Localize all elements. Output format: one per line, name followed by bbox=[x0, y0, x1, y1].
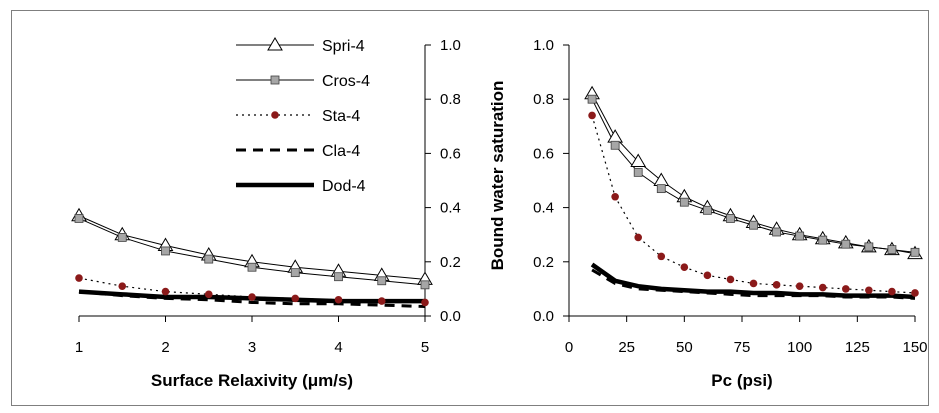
chart2-point-Cros-4 bbox=[656, 184, 666, 194]
chart2-x-tick-label: 75 bbox=[734, 339, 751, 356]
chart2-point-Sta-4 bbox=[726, 275, 735, 284]
chart1-x-tick-label: 1 bbox=[75, 339, 83, 356]
legend-label-Cros-4: Cros-4 bbox=[322, 73, 370, 90]
chart1-point-Sta-4 bbox=[377, 297, 386, 305]
chart1-point-Cros-4 bbox=[334, 272, 343, 282]
chart2-point-Cros-4 bbox=[772, 227, 781, 237]
chart1-series-markers-Sta-4 bbox=[75, 274, 429, 307]
chart2-point-Sta-4 bbox=[611, 192, 619, 201]
chart1-point-Sta-4 bbox=[334, 295, 343, 304]
legend-label-Sta-4: Sta-4 bbox=[322, 108, 360, 125]
chart2-point-Cros-4 bbox=[818, 235, 828, 245]
chart2-point-Cros-4 bbox=[633, 167, 643, 177]
chart2-y-tick-label: 0.8 bbox=[533, 91, 554, 108]
chart2-point-Cros-4 bbox=[864, 242, 874, 252]
chart1-y-tick-label: 0.8 bbox=[440, 91, 461, 108]
chart1-point-Sta-4 bbox=[421, 298, 429, 307]
chart2-x-axis-label: Pc (psi) bbox=[711, 371, 772, 390]
chart1-point-Cros-4 bbox=[117, 233, 127, 242]
chart2-point-Spri-4 bbox=[653, 172, 670, 186]
chart2-point-Sta-4 bbox=[680, 263, 689, 272]
chart1-point-Cros-4 bbox=[247, 262, 257, 272]
chart2-series-line-Dod-4 bbox=[590, 262, 916, 300]
chart1-y-tick-label: 1.0 bbox=[440, 37, 461, 54]
chart1-x-tick-label: 4 bbox=[334, 339, 342, 356]
chart1-point-Cros-4 bbox=[161, 246, 170, 256]
chart2-x-tick-label: 50 bbox=[676, 339, 693, 356]
chart1-point-Cros-4 bbox=[204, 254, 214, 264]
chart2-point-Cros-4 bbox=[841, 239, 851, 249]
chart2-x-tick-label: 100 bbox=[787, 339, 812, 356]
chart2-point-Cros-4 bbox=[910, 247, 920, 257]
chart2-point-Sta-4 bbox=[657, 252, 666, 261]
chart2-point-Sta-4 bbox=[588, 111, 596, 120]
chart1-y-tick-label: 0.4 bbox=[440, 200, 461, 217]
chart2-point-Sta-4 bbox=[772, 281, 781, 289]
chart2-series-line-Sta-4 bbox=[591, 115, 916, 294]
chart1-x-tick-label: 3 bbox=[248, 339, 256, 356]
chart2-point-Cros-4 bbox=[587, 94, 597, 104]
chart2-y-tick-label: 0.4 bbox=[533, 200, 554, 217]
chart2-point-Sta-4 bbox=[888, 287, 896, 296]
legend-label-Dod-4: Dod-4 bbox=[322, 178, 366, 195]
chart2-point-Sta-4 bbox=[795, 282, 804, 290]
chart2-point-Cros-4 bbox=[610, 140, 620, 150]
chart1-point-Sta-4 bbox=[204, 290, 213, 299]
chart1-point-Cros-4 bbox=[377, 276, 387, 286]
chart2-y-axis-label: Bound water saturation bbox=[488, 81, 507, 271]
chart1-point-Sta-4 bbox=[75, 274, 83, 282]
chart1-x-axis-label: Surface Relaxivity (μm/s) bbox=[151, 371, 353, 390]
chart2-point-Sta-4 bbox=[842, 285, 850, 293]
chart2-point-Sta-4 bbox=[911, 289, 919, 297]
chart2-point-Sta-4 bbox=[749, 279, 758, 288]
chart2-point-Sta-4 bbox=[865, 286, 873, 295]
chart2-point-Spri-4 bbox=[630, 153, 647, 168]
chart1-series-markers-Spri-4 bbox=[71, 207, 433, 285]
chart2-point-Cros-4 bbox=[795, 231, 805, 241]
chart2-point-Sta-4 bbox=[703, 271, 712, 280]
chart2-x-tick-label: 150 bbox=[902, 339, 927, 356]
chart2-x-tick-label: 0 bbox=[565, 339, 573, 356]
chart2-y-tick-label: 1.0 bbox=[533, 37, 554, 54]
chart2-series-markers-Cros-4 bbox=[587, 94, 920, 257]
chart2-point-Cros-4 bbox=[749, 220, 758, 230]
chart1-point-Cros-4 bbox=[74, 214, 84, 223]
chart1-point-Sta-4 bbox=[248, 293, 256, 301]
chart1-point-Cros-4 bbox=[420, 280, 430, 290]
chart1-series-markers-Cros-4 bbox=[74, 214, 430, 290]
chart1-y-tick-label: 0.0 bbox=[440, 308, 461, 325]
legend-label-Cla-4: Cla-4 bbox=[322, 143, 360, 160]
chart1-point-Sta-4 bbox=[291, 294, 300, 303]
chart2-point-Cros-4 bbox=[726, 214, 735, 223]
chart1-point-Cros-4 bbox=[290, 268, 300, 278]
chart2-y-tick-label: 0.2 bbox=[533, 254, 554, 271]
legend-marker-Spri-4 bbox=[267, 37, 283, 51]
chart1-y-tick-label: 0.2 bbox=[440, 254, 461, 271]
chart1-y-tick-label: 0.6 bbox=[440, 145, 461, 162]
chart2-point-Sta-4 bbox=[818, 283, 827, 292]
chart2-y-tick-label: 0.6 bbox=[533, 145, 554, 162]
chart1-point-Sta-4 bbox=[118, 282, 127, 290]
legend-marker-Sta-4 bbox=[271, 111, 279, 119]
chart2-point-Sta-4 bbox=[634, 233, 642, 242]
chart2-y-tick-label: 0.0 bbox=[533, 308, 554, 325]
chart1-x-tick-label: 5 bbox=[421, 339, 429, 356]
chart1-x-tick-label: 2 bbox=[161, 339, 169, 356]
chart2-point-Cros-4 bbox=[679, 197, 689, 207]
chart2-series-markers-Sta-4 bbox=[588, 111, 919, 297]
chart1-point-Sta-4 bbox=[161, 287, 170, 296]
chart2-point-Cros-4 bbox=[703, 205, 712, 215]
chart2-x-tick-label: 25 bbox=[618, 339, 635, 356]
legend-marker-Cros-4 bbox=[270, 75, 280, 85]
chart2-point-Cros-4 bbox=[887, 245, 897, 255]
legend-label-Spri-4: Spri-4 bbox=[322, 38, 365, 55]
figure-frame bbox=[11, 10, 929, 406]
chart2-x-tick-label: 125 bbox=[845, 339, 870, 356]
